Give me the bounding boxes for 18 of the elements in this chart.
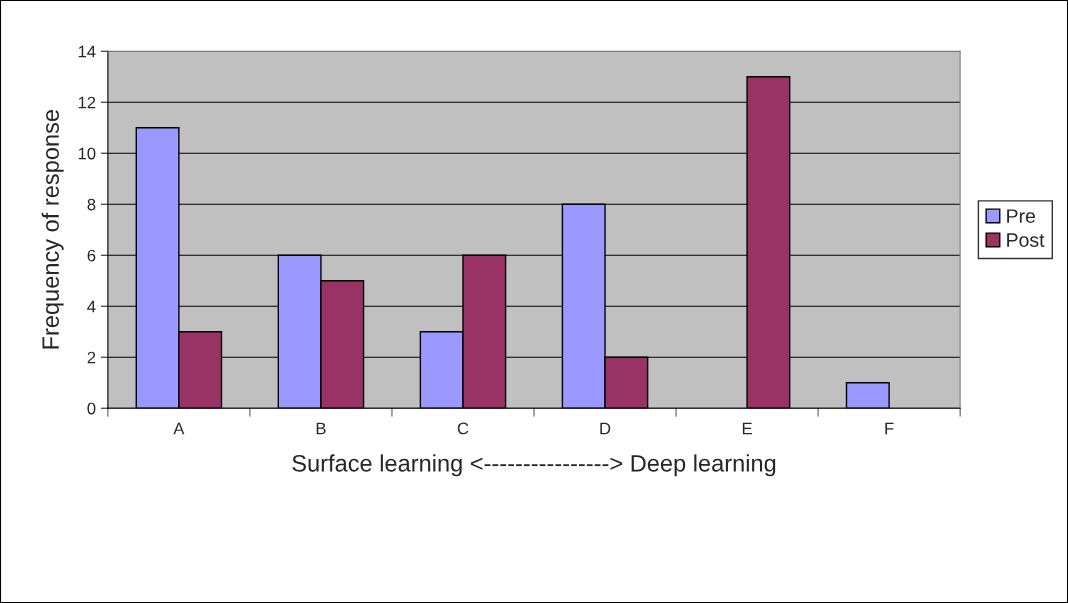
legend-label: Pre [1007, 209, 1035, 223]
y-tick-label: 8 [87, 198, 96, 211]
legend-label: Post [1007, 233, 1045, 247]
y-tick-label: 0 [87, 402, 96, 415]
x-tick-label: F [885, 422, 894, 435]
y-tick-label: 6 [87, 249, 96, 262]
y-tick-label: 14 [78, 45, 96, 58]
x-axis-title: Surface learning <----------------> Deep learning [292, 454, 776, 477]
x-tick-label: E [742, 422, 752, 435]
y-tick-label: 10 [78, 147, 96, 160]
y-tick-label: 4 [87, 300, 96, 313]
x-tick-label: A [173, 422, 185, 435]
x-tick-label: B [316, 422, 326, 435]
y-tick-label: 12 [78, 96, 96, 109]
y-axis-title: Frequency of response [41, 110, 64, 349]
y-tick-label: 2 [87, 351, 96, 364]
x-tick-label: C [457, 422, 469, 435]
x-tick-label: D [600, 422, 611, 435]
